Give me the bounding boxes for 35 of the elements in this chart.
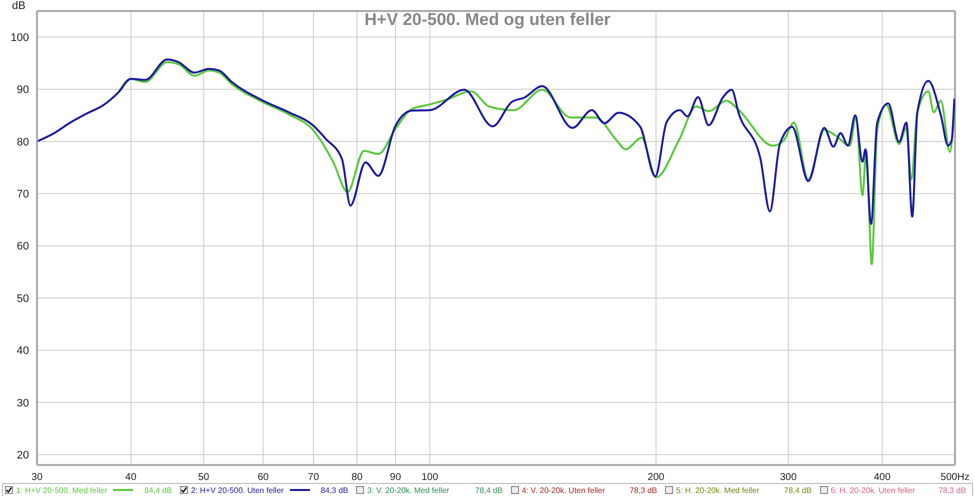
text: 78,4 dB (784, 486, 812, 494)
x-tick-label: 90 (390, 472, 402, 484)
x-tick-label: 100 (422, 472, 439, 484)
text: 2: H+V 20-500. Uten feller (190, 486, 284, 494)
y-tick-label: 50 (16, 292, 29, 305)
text: 5: H. 20-20k. Med feller (676, 486, 760, 494)
text: 78,3 dB (630, 486, 658, 494)
text: 78,4 dB (475, 486, 503, 494)
y-tick-label: 30 (16, 397, 29, 410)
x-tick-label: 30 (31, 472, 43, 484)
text: 4: V. 20-20k. Uten feller (522, 486, 606, 494)
y-tick-label: 60 (16, 240, 29, 253)
x-tick-label: 70 (308, 472, 320, 484)
text: 84,3 dB (320, 486, 348, 494)
y-tick-label: 80 (16, 136, 29, 148)
y-tick-label: 90 (16, 84, 29, 96)
x-tick-label: 40 (125, 472, 137, 484)
text: 84,4 dB (144, 486, 172, 494)
x-tick-label: 80 (351, 472, 364, 484)
y-axis-title: dB (12, 0, 26, 12)
y-tick-label: 100 (10, 32, 29, 44)
y-tick-label: 20 (16, 449, 29, 462)
x-tick-label: 300 (780, 472, 798, 484)
text: 1: H+V 20-500. Med feller (16, 486, 108, 494)
text: 3: V. 20-20k. Med feller (367, 486, 450, 494)
text: 6: H. 20-20k. Uten feller (830, 486, 916, 494)
x-tick-label: 200 (648, 472, 665, 484)
x-tick-label: 50 (198, 472, 210, 484)
chart-title: H+V 20-500. Med og uten feller (364, 10, 611, 29)
text: 78,3 dB (938, 486, 966, 494)
y-tick-label: 40 (16, 345, 29, 358)
x-tick-label: 400 (874, 472, 891, 484)
y-tick-label: 70 (16, 188, 29, 201)
x-tick-label: 60 (258, 472, 270, 484)
x-tick-label: 500Hz (940, 472, 970, 484)
